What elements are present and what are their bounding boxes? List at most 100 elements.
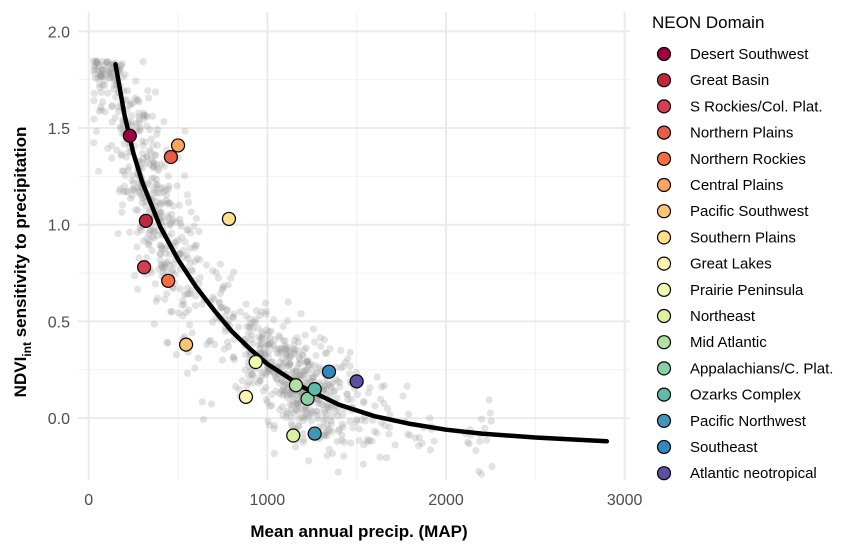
background-point	[217, 304, 225, 312]
background-point	[262, 383, 270, 392]
legend-label: Desert Southwest	[690, 46, 809, 63]
background-point	[164, 172, 172, 180]
background-point	[119, 167, 128, 175]
background-point	[349, 424, 357, 432]
background-point	[108, 102, 116, 111]
background-point	[282, 345, 291, 354]
background-point	[294, 414, 302, 423]
background-point	[376, 453, 384, 461]
background-point	[363, 438, 371, 446]
background-point	[366, 437, 374, 445]
background-point	[215, 298, 224, 306]
legend-swatch	[656, 413, 672, 428]
background-point	[263, 398, 272, 406]
legend-label: Pacific Southwest	[690, 203, 809, 220]
legend-swatch	[656, 99, 672, 114]
background-point	[184, 226, 192, 234]
background-point	[277, 376, 286, 384]
background-point	[353, 390, 362, 398]
background-point	[242, 350, 250, 359]
background-point	[168, 266, 177, 274]
background-point	[475, 467, 483, 475]
background-point	[279, 383, 288, 391]
background-point	[167, 307, 175, 316]
background-point	[430, 437, 438, 445]
background-point	[369, 416, 377, 424]
background-point	[286, 359, 294, 368]
legend-label: Prairie Peninsula	[690, 282, 804, 299]
background-point	[191, 257, 199, 266]
background-point	[281, 379, 289, 387]
background-point	[130, 185, 138, 193]
background-point	[334, 377, 342, 386]
legend-swatch	[656, 73, 672, 88]
background-point	[301, 411, 309, 420]
legend-swatch	[656, 439, 672, 455]
background-point	[195, 227, 203, 236]
background-point	[249, 318, 258, 326]
background-point	[209, 293, 217, 301]
background-point	[287, 352, 295, 360]
background-point	[264, 331, 272, 339]
background-point	[272, 387, 280, 395]
background-point	[298, 406, 306, 414]
background-point	[304, 357, 312, 365]
background-point	[299, 352, 307, 360]
y-tick-label: 1.5	[48, 121, 70, 138]
background-point	[465, 440, 473, 448]
background-point	[145, 181, 153, 189]
background-point	[258, 334, 266, 342]
background-point	[291, 350, 299, 358]
background-point	[243, 382, 251, 390]
background-point	[108, 70, 116, 79]
background-point	[283, 350, 291, 358]
background-point	[165, 199, 173, 207]
background-point	[148, 247, 156, 255]
background-point	[157, 244, 165, 252]
background-point	[186, 244, 194, 252]
background-point	[92, 59, 101, 67]
background-point	[295, 338, 303, 346]
legend-label: Northeast	[690, 308, 756, 325]
background-point	[212, 269, 220, 277]
background-point	[120, 140, 129, 148]
background-point	[264, 367, 272, 376]
background-point	[181, 238, 189, 246]
background-point	[328, 413, 336, 421]
background-point	[302, 358, 310, 366]
background-point	[142, 160, 150, 168]
background-point	[153, 141, 162, 149]
background-point	[90, 115, 98, 123]
background-point	[158, 263, 166, 271]
background-point	[219, 303, 227, 312]
background-point	[181, 127, 189, 135]
background-point	[187, 290, 195, 298]
background-point	[346, 348, 354, 357]
background-point	[257, 333, 265, 341]
background-point	[292, 443, 300, 451]
background-point	[146, 126, 154, 134]
background-point	[259, 348, 268, 357]
background-point	[312, 369, 321, 378]
background-point	[179, 297, 187, 305]
background-point	[190, 244, 198, 252]
background-point	[152, 160, 161, 169]
background-point	[327, 420, 335, 428]
legend-label: Central Plains	[690, 177, 783, 194]
background-point	[415, 442, 423, 450]
legend-label: Mid Atlantic	[690, 334, 767, 351]
background-point	[265, 340, 274, 348]
background-point	[339, 362, 347, 370]
background-point	[148, 112, 157, 120]
background-point	[220, 345, 228, 353]
background-point	[134, 96, 142, 104]
legend-label: Pacific Northwest	[690, 413, 807, 430]
background-point	[217, 303, 225, 312]
background-point	[123, 187, 131, 195]
background-point	[320, 378, 328, 386]
background-point	[136, 187, 144, 195]
y-tick-label: 0.0	[48, 411, 70, 428]
background-point	[415, 433, 423, 442]
background-point	[137, 191, 145, 199]
background-point	[90, 66, 98, 75]
